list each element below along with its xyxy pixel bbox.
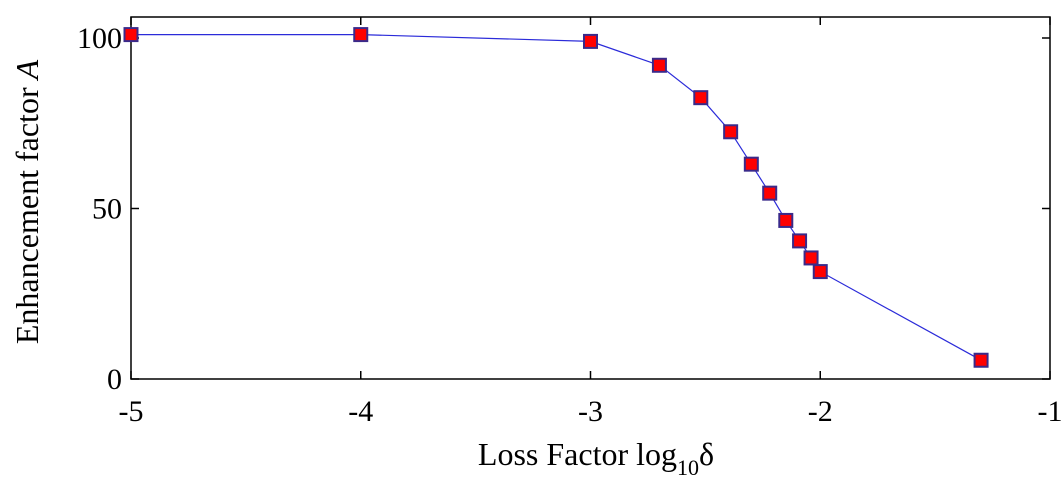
x-axis-title-subscript: 10 [677,455,699,480]
series-layer [123,27,989,368]
plot-area [130,16,1051,380]
y-tick-label: 100 [77,22,122,55]
data-point-marker [353,27,369,43]
data-point-marker [803,250,819,266]
x-axis-ticks: -5 -4 -3 -2 -1 [119,17,1063,428]
data-point-marker [723,124,739,140]
x-axis-title-main: Loss Factor log [478,436,677,472]
x-axis-title: Loss Factor log10δ [478,436,714,480]
y-axis-ticks: 0 50 100 [77,22,1050,396]
y-tick-label: 0 [107,363,122,396]
x-tick-label: -2 [808,395,833,428]
data-point-marker [792,233,808,249]
data-point-marker [123,27,139,43]
x-axis-title-symbol: δ [699,436,714,472]
y-axis-title-main: Enhancement factor [9,79,45,344]
data-point-marker [778,212,794,228]
y-tick-label: 50 [92,193,122,226]
data-point-marker [973,352,989,368]
y-axis-title-variable: A [9,59,45,81]
data-point-marker [693,90,709,106]
y-axis-title: Enhancement factor A [9,59,45,344]
x-tick-label: -3 [578,395,603,428]
data-point-marker [762,185,778,201]
data-point-marker [651,57,667,73]
x-tick-label: -1 [1038,395,1063,428]
data-point-marker [812,264,828,280]
data-point-marker [743,156,759,172]
x-tick-label: -5 [119,395,144,428]
data-point-marker [583,33,598,49]
x-tick-label: -4 [348,395,373,428]
